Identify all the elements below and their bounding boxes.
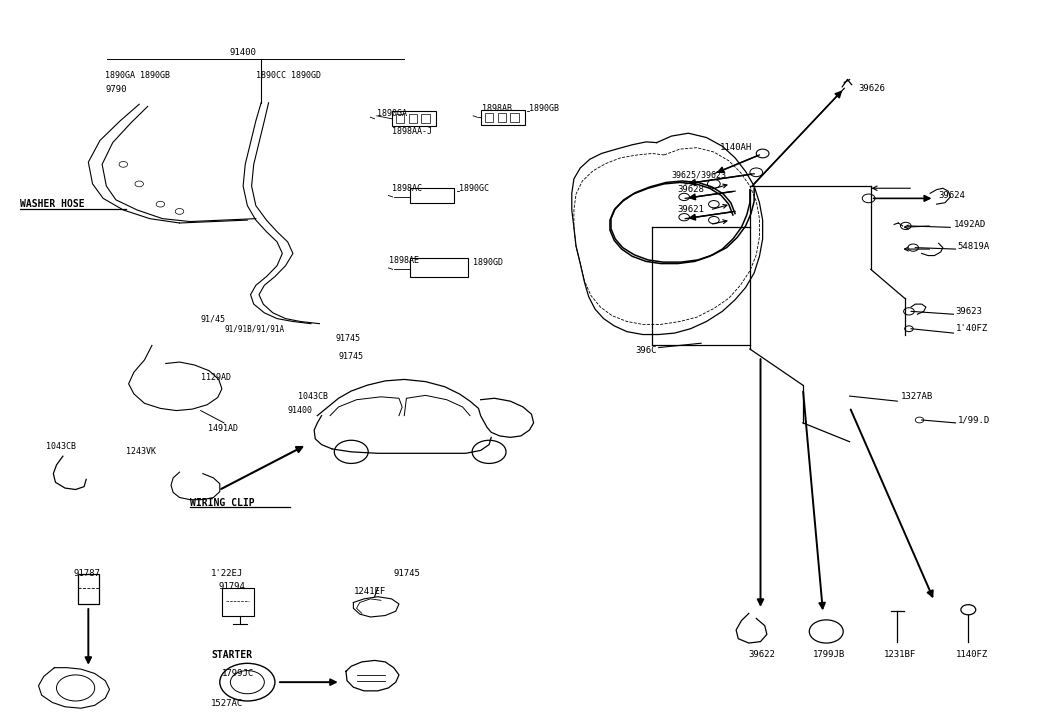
- Text: WIRING CLIP: WIRING CLIP: [190, 497, 255, 507]
- Text: 1043CB: 1043CB: [46, 442, 75, 451]
- Bar: [408, 114, 417, 123]
- Circle shape: [156, 201, 165, 207]
- Circle shape: [905, 326, 913, 332]
- Text: 1890GA 1890GB: 1890GA 1890GB: [105, 71, 170, 80]
- Text: 39628: 39628: [678, 185, 705, 194]
- Circle shape: [708, 180, 721, 188]
- Circle shape: [904, 308, 914, 315]
- Circle shape: [175, 209, 184, 214]
- Text: 91745: 91745: [335, 334, 360, 342]
- Text: 1527AC: 1527AC: [212, 699, 243, 708]
- Text: 39625/39623: 39625/39623: [672, 171, 726, 180]
- Text: 91745: 91745: [393, 569, 421, 578]
- Text: 1898AB: 1898AB: [482, 104, 511, 113]
- Text: 1243VK: 1243VK: [126, 447, 156, 457]
- Circle shape: [709, 201, 720, 208]
- Text: 39623: 39623: [956, 307, 982, 316]
- Text: 91400: 91400: [230, 47, 256, 57]
- Text: 39626: 39626: [858, 84, 884, 93]
- Text: STARTER: STARTER: [212, 650, 252, 659]
- Text: 1140AH: 1140AH: [721, 143, 753, 152]
- Bar: [497, 113, 506, 121]
- Bar: [480, 110, 525, 124]
- Bar: [391, 111, 436, 126]
- Circle shape: [900, 222, 911, 230]
- Text: 1231BF: 1231BF: [883, 650, 915, 659]
- Circle shape: [961, 605, 976, 615]
- Circle shape: [220, 663, 275, 701]
- Bar: [409, 188, 454, 203]
- Text: 1890GA: 1890GA: [376, 109, 407, 119]
- Circle shape: [749, 168, 762, 177]
- Text: 1043CB: 1043CB: [299, 392, 328, 401]
- Circle shape: [56, 675, 95, 701]
- Bar: [222, 588, 254, 616]
- Circle shape: [862, 194, 875, 203]
- Circle shape: [915, 417, 924, 423]
- Text: 1890GC: 1890GC: [459, 184, 489, 193]
- Bar: [409, 259, 468, 276]
- Bar: [78, 574, 99, 604]
- Circle shape: [709, 217, 720, 224]
- Text: 91745: 91745: [338, 352, 364, 361]
- Text: 1898AE: 1898AE: [389, 256, 420, 265]
- Circle shape: [119, 161, 128, 167]
- Text: 1492AD: 1492AD: [954, 220, 985, 229]
- Text: 1491AD: 1491AD: [208, 424, 238, 433]
- Text: 1140FZ: 1140FZ: [956, 650, 988, 659]
- Text: 91/45: 91/45: [201, 314, 225, 323]
- Text: 1'22EJ: 1'22EJ: [212, 569, 243, 578]
- Text: 91787: 91787: [73, 569, 100, 578]
- Text: 396C: 396C: [636, 346, 657, 355]
- Circle shape: [472, 441, 506, 463]
- Circle shape: [756, 149, 769, 158]
- Text: 91400: 91400: [288, 406, 313, 415]
- Text: 1/99.D: 1/99.D: [958, 416, 990, 425]
- Text: 1241EF: 1241EF: [353, 587, 386, 596]
- Bar: [421, 114, 429, 123]
- Text: WASHER HOSE: WASHER HOSE: [20, 199, 85, 209]
- Text: 54819A: 54819A: [958, 241, 990, 251]
- Text: 1890CC 1890GD: 1890CC 1890GD: [256, 71, 321, 80]
- Bar: [510, 113, 519, 121]
- Text: 39621: 39621: [678, 206, 705, 214]
- Text: 1890GB: 1890GB: [529, 104, 559, 113]
- Circle shape: [135, 181, 144, 187]
- Text: 1327AB: 1327AB: [900, 392, 932, 401]
- Text: 1898AC: 1898AC: [391, 184, 422, 193]
- Circle shape: [334, 441, 368, 463]
- Bar: [395, 114, 404, 123]
- Circle shape: [679, 193, 690, 201]
- Circle shape: [231, 670, 265, 694]
- Text: 1'40FZ: 1'40FZ: [956, 324, 988, 333]
- Text: 1129AD: 1129AD: [201, 374, 231, 382]
- Circle shape: [809, 620, 843, 643]
- Text: 1799JB: 1799JB: [812, 650, 845, 659]
- Text: 9790: 9790: [105, 85, 126, 95]
- Text: 1890GD: 1890GD: [473, 257, 503, 267]
- Text: 91794: 91794: [219, 582, 246, 591]
- Circle shape: [908, 244, 918, 252]
- Text: 39622: 39622: [748, 650, 776, 659]
- Circle shape: [679, 214, 690, 221]
- Text: 1898AA-J: 1898AA-J: [391, 127, 432, 136]
- Text: 39624: 39624: [939, 191, 965, 200]
- Text: 1799JC: 1799JC: [222, 669, 254, 678]
- Text: 91/91B/91/91A: 91/91B/91/91A: [224, 324, 284, 333]
- Bar: [485, 113, 493, 121]
